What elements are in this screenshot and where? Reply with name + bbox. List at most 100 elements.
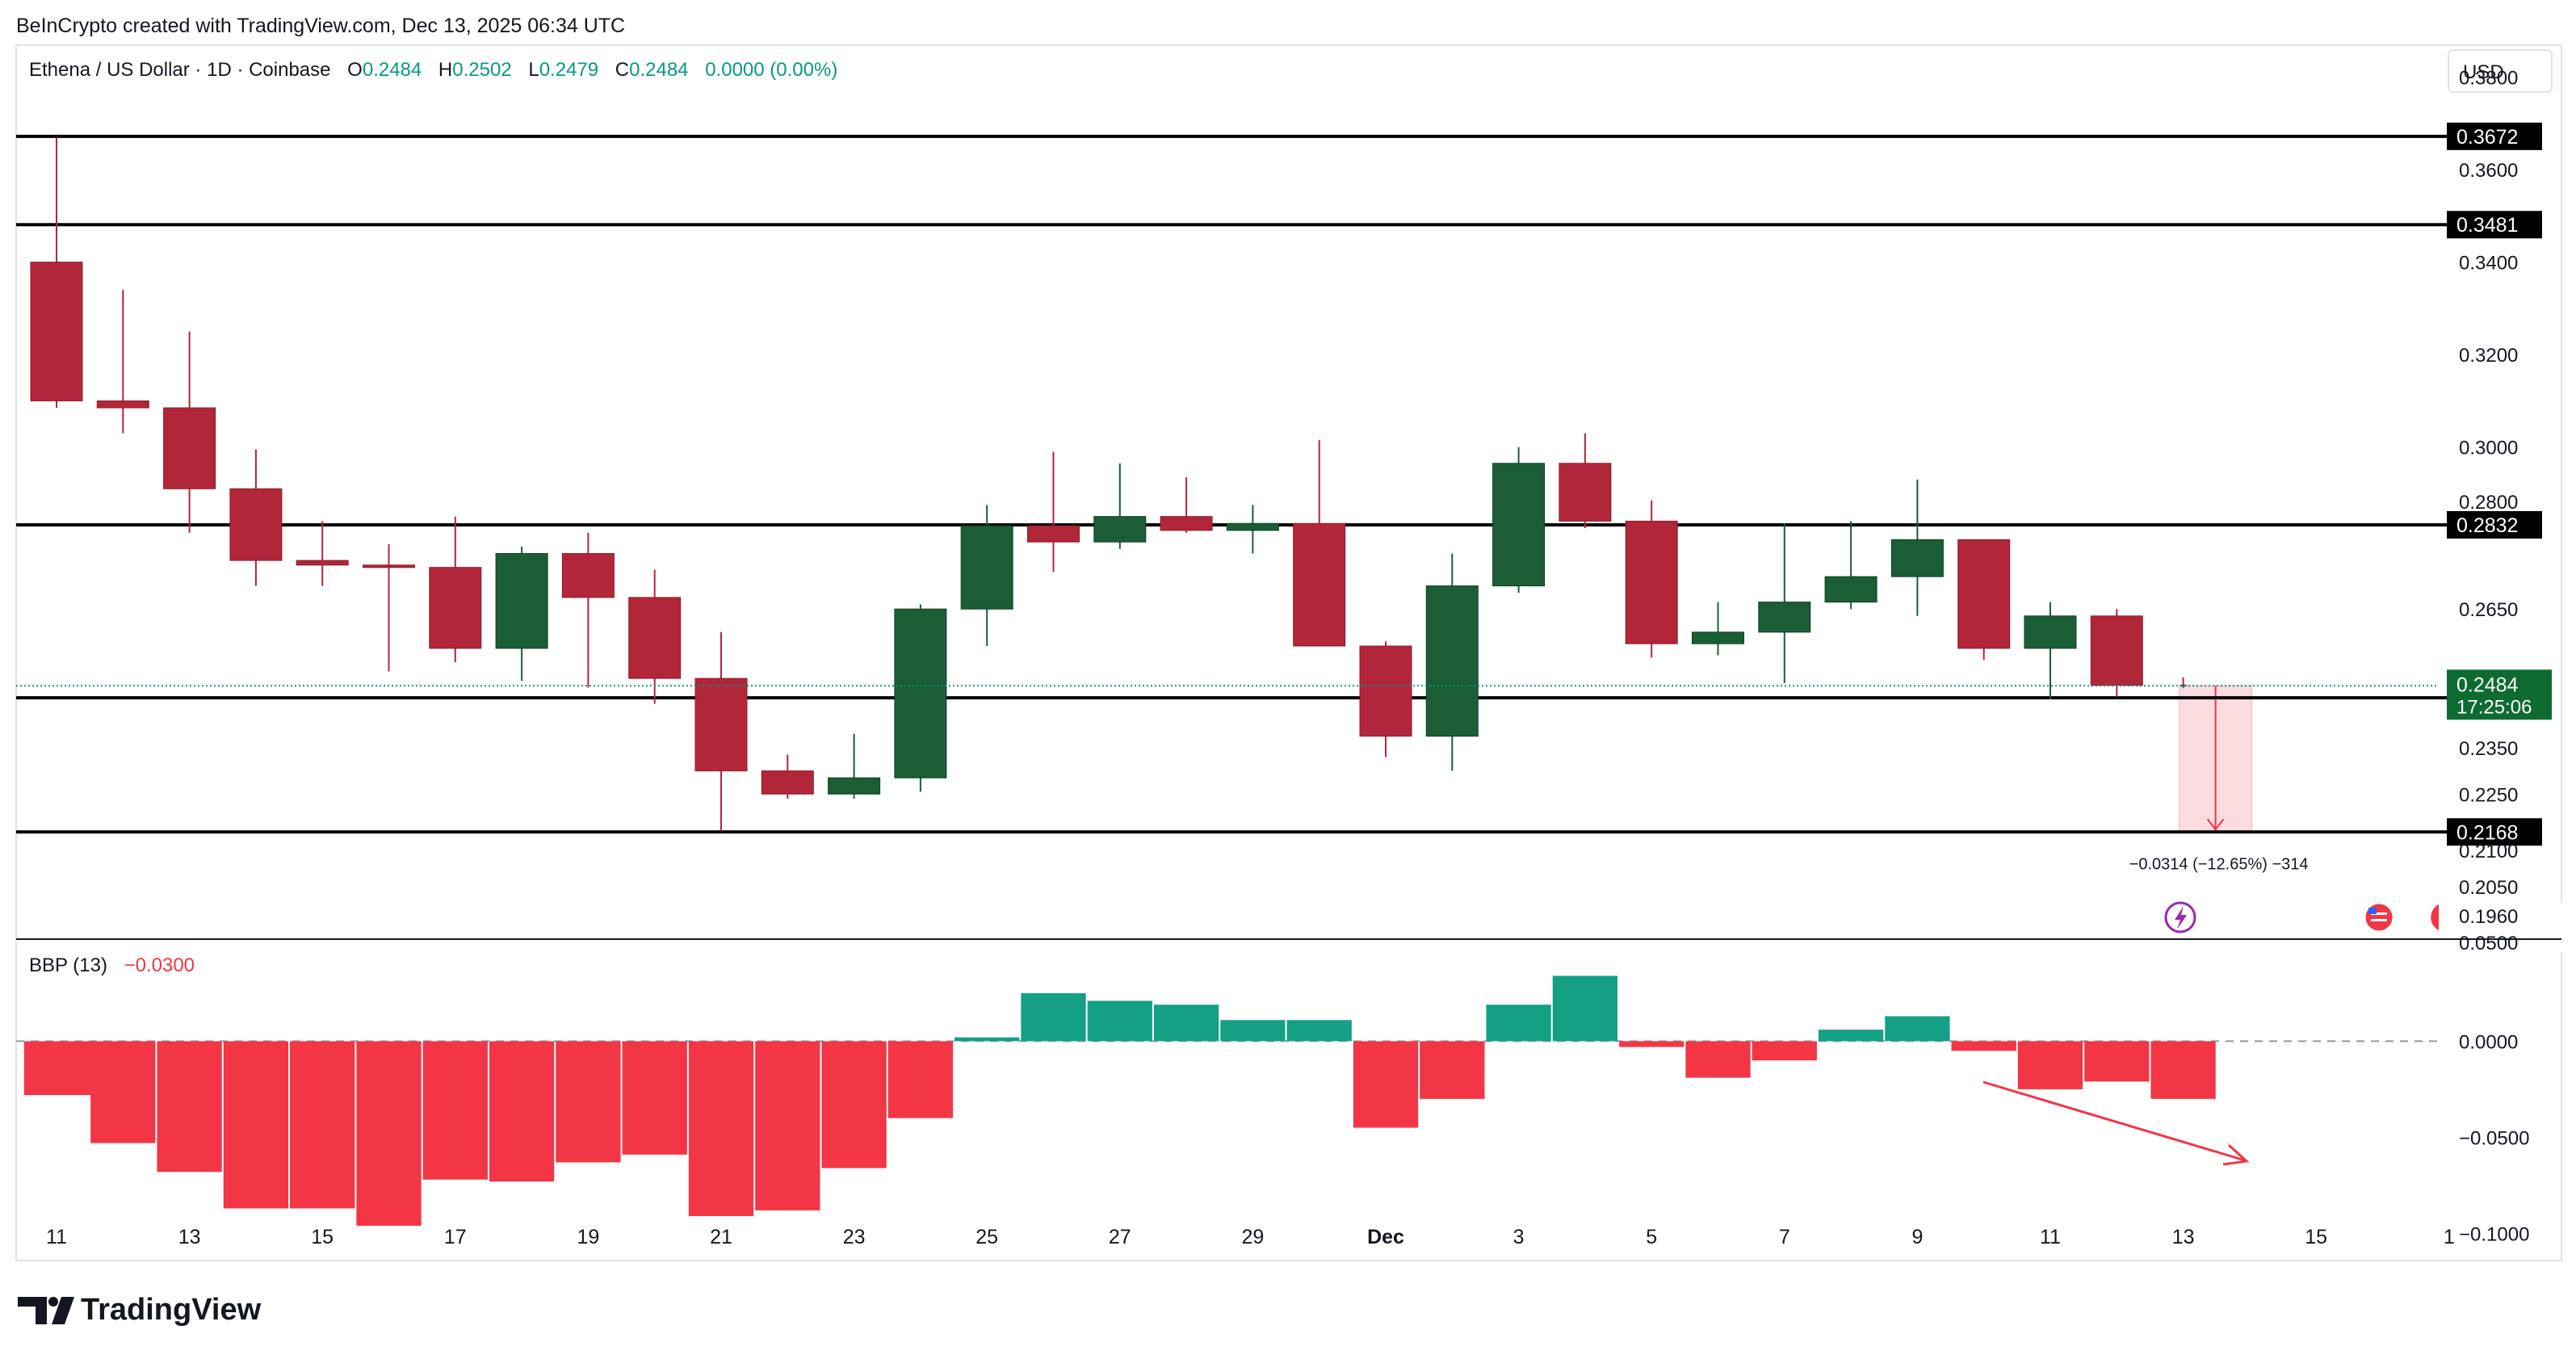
candle[interactable] <box>296 521 349 586</box>
histogram-bar[interactable] <box>2084 1041 2150 1082</box>
candle[interactable] <box>1692 602 1744 656</box>
histogram-bar[interactable] <box>1420 1041 1485 1099</box>
us-flag-icon-partial[interactable] <box>2431 904 2439 930</box>
candle[interactable] <box>1027 451 1080 573</box>
candle-body <box>1758 602 1811 633</box>
histogram-bar[interactable] <box>1818 1030 1884 1042</box>
candle[interactable] <box>1890 479 1944 616</box>
histogram-bar[interactable] <box>1486 1005 1551 1042</box>
candle[interactable] <box>495 546 548 681</box>
time-tick: 15 <box>2305 1226 2327 1248</box>
histogram-bar[interactable] <box>356 1041 422 1226</box>
candle[interactable] <box>1226 505 1279 554</box>
axis-mask <box>2442 933 2563 952</box>
tradingview-logo[interactable]: TradingView <box>18 1293 262 1327</box>
histogram-bar[interactable] <box>688 1041 754 1217</box>
indicator-name[interactable]: BBP (13) <box>29 954 107 976</box>
indicator-tick: 0.0000 <box>2459 1031 2518 1053</box>
histogram-bar[interactable] <box>2017 1041 2083 1089</box>
symbol-title[interactable]: Ethena / US Dollar · 1D · Coinbase <box>29 59 331 81</box>
histogram-bar[interactable] <box>23 1041 98 1096</box>
price-tick: 0.3400 <box>2459 253 2518 275</box>
histogram-bar[interactable] <box>821 1041 887 1168</box>
histogram-bar[interactable] <box>556 1041 621 1163</box>
indicator-tick-partial: 0.0500 <box>2459 933 2518 954</box>
histogram-bar[interactable] <box>755 1041 820 1210</box>
candle[interactable] <box>894 604 947 792</box>
time-tick: 23 <box>843 1226 866 1248</box>
candle[interactable] <box>429 516 482 663</box>
time-tick: 21 <box>710 1226 732 1248</box>
candle-body <box>1160 516 1213 531</box>
histogram-bar[interactable] <box>1087 1001 1152 1042</box>
histogram-bar[interactable] <box>1951 1041 2016 1051</box>
candle[interactable] <box>561 532 615 688</box>
histogram-bar[interactable] <box>2150 1041 2216 1099</box>
histogram-bar[interactable] <box>954 1037 1020 1042</box>
histogram-bar[interactable] <box>223 1041 289 1209</box>
candle[interactable] <box>1824 521 1877 610</box>
histogram-bar[interactable] <box>290 1041 355 1209</box>
low-label: L <box>528 59 539 81</box>
price-tick: 0.3000 <box>2459 438 2518 459</box>
histogram-bar[interactable] <box>1552 975 1618 1042</box>
candle[interactable] <box>2024 602 2077 699</box>
histogram-bar[interactable] <box>1153 1005 1219 1042</box>
histogram-bar[interactable] <box>622 1041 687 1155</box>
histogram-bar[interactable] <box>157 1041 222 1173</box>
histogram-bar[interactable] <box>90 1041 156 1143</box>
current-price-box[interactable] <box>2447 669 2552 720</box>
price-tick: 0.2650 <box>2459 599 2518 621</box>
candle[interactable] <box>363 544 415 672</box>
candle[interactable] <box>96 289 149 434</box>
low-value: 0.2479 <box>539 59 598 81</box>
candle[interactable] <box>1160 476 1213 533</box>
histogram-bar[interactable] <box>1220 1020 1286 1042</box>
candle-body <box>96 400 149 409</box>
histogram-bar[interactable] <box>1752 1041 1817 1061</box>
candle[interactable] <box>1559 433 1612 528</box>
candle[interactable] <box>628 569 682 704</box>
histogram-bar[interactable] <box>489 1041 555 1182</box>
event-icons <box>2164 901 2439 933</box>
candle[interactable] <box>1625 500 1678 658</box>
time-axis: 11 13 15 17 19 21 23 25 27 29 Dec 3 5 7 9 11 13 15 1 <box>46 1226 2455 1248</box>
price-tick: 0.2250 <box>2459 784 2518 806</box>
histogram-bar[interactable] <box>1885 1016 1950 1042</box>
price-tick-partial: 0.2100 <box>2459 841 2518 862</box>
histogram-bar[interactable] <box>1353 1041 1419 1128</box>
candle[interactable] <box>1359 641 1412 757</box>
histogram-bar[interactable] <box>422 1041 488 1180</box>
currency-button[interactable]: USD <box>2448 49 2553 93</box>
histogram-bar[interactable] <box>1685 1041 1751 1078</box>
candle[interactable] <box>761 754 814 799</box>
high-label: H <box>438 59 452 81</box>
creator-caption: BeInCrypto created with TradingView.com,… <box>16 15 625 37</box>
price-tick-partial: 0.2800 <box>2459 492 2518 514</box>
histogram-bar[interactable] <box>1619 1041 1684 1047</box>
candle[interactable] <box>828 733 881 799</box>
time-tick: 3 <box>1513 1226 1525 1248</box>
candle[interactable] <box>163 331 216 533</box>
candle[interactable] <box>30 136 83 409</box>
candle[interactable] <box>229 449 283 586</box>
candle[interactable] <box>1758 523 1811 683</box>
candle[interactable] <box>1492 447 1546 594</box>
histogram-bar[interactable] <box>1286 1020 1352 1042</box>
candle[interactable] <box>1093 463 1147 549</box>
candle[interactable] <box>960 505 1013 647</box>
candle-body <box>296 560 349 566</box>
candle-body <box>1559 463 1612 522</box>
time-tick: 9 <box>1911 1226 1923 1248</box>
histogram-bar[interactable] <box>887 1041 954 1118</box>
histogram-bar[interactable] <box>1021 992 1086 1042</box>
time-tick: 25 <box>975 1226 998 1248</box>
candle[interactable] <box>2090 609 2143 698</box>
candle[interactable] <box>1425 553 1479 771</box>
candle[interactable] <box>1957 539 2011 661</box>
ohlc-legend: Ethena / US Dollar · 1D · Coinbase O0.24… <box>29 59 837 81</box>
candle[interactable] <box>694 631 748 832</box>
candle[interactable] <box>1293 440 1346 647</box>
us-flag-icon[interactable] <box>2363 901 2395 933</box>
